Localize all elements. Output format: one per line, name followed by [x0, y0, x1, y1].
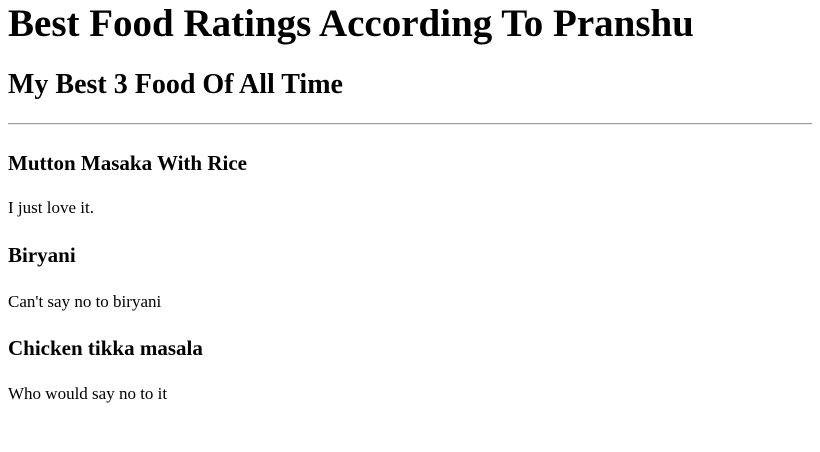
food-comment: Can't say no to biryani	[8, 292, 162, 311]
food-comment: Who would say no to it	[8, 384, 168, 403]
food-item: Chicken tikka masala Who would say no to…	[8, 336, 812, 404]
page-title: Best Food Ratings According To Pranshu	[8, 2, 694, 45]
food-name: Biryani	[8, 243, 76, 267]
food-name: Mutton Masaka With Rice	[8, 151, 247, 175]
food-item: Mutton Masaka With Rice I just love it.	[8, 151, 812, 218]
page-subtitle: My Best 3 Food Of All Time	[8, 69, 343, 100]
divider	[8, 123, 812, 125]
food-comment: I just love it.	[8, 198, 94, 217]
food-item: Biryani Can't say no to biryani	[8, 243, 812, 312]
food-name: Chicken tikka masala	[8, 336, 203, 360]
